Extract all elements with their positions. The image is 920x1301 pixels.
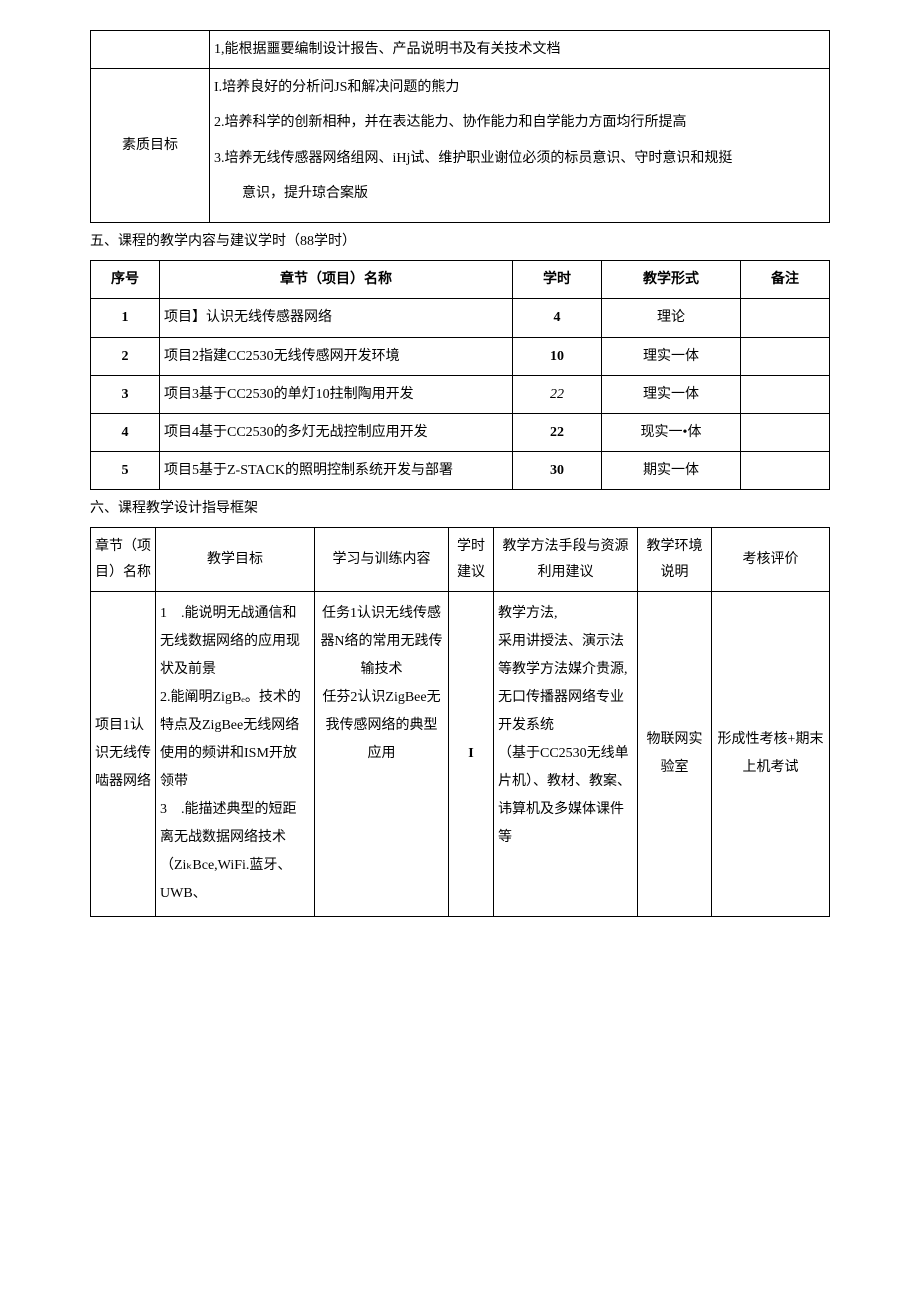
line: 任务1认识无线传感器N络的常用无践传输技术 [319, 600, 444, 684]
cell-empty [91, 31, 210, 69]
line: 应用 [319, 740, 444, 768]
col-chapter: 章节（项目）名称 [91, 528, 156, 591]
cell-form: 期实一体 [602, 452, 741, 490]
cell-remark [741, 337, 830, 375]
table-row: 1项目】认识无线传感器网络4理论 [91, 299, 830, 337]
table-row: 4项目4基于CC2530的多灯无战控制应用开发22现实一•体 [91, 413, 830, 451]
cell-remark [741, 452, 830, 490]
col-name: 章节（项目）名称 [160, 261, 513, 299]
cell-method: 教学方法,采用讲授法、演示法等教学方法媒介贵源,无口传播器网络专业开发系统（基于… [494, 591, 638, 916]
cell-form: 理论 [602, 299, 741, 337]
cell-num: 3 [91, 375, 160, 413]
cell-name: 项目5基于Z-STACK的照明控制系统开发与部署 [160, 452, 513, 490]
goal-line: 2.培养科学的创新相种，并在表达能力、协作能力和自学能力方面均行所提高 [214, 110, 825, 135]
table-row: 2项目2指建CC2530无线传感网开发环境10理实一体 [91, 337, 830, 375]
cell-name: 项目3基于CC2530的单灯10拄制陶用开发 [160, 375, 513, 413]
cell-env: 物联网实验室 [638, 591, 712, 916]
cell-hours: 30 [513, 452, 602, 490]
cell-form: 理实一体 [602, 337, 741, 375]
cell-hours: 22 [513, 375, 602, 413]
cell-name: 项目4基于CC2530的多灯无战控制应用开发 [160, 413, 513, 451]
cell-num: 1 [91, 299, 160, 337]
table-design-framework: 章节（项目）名称 教学目标 学习与训练内容 学时建议 教学方法手段与资源利用建议… [90, 527, 830, 916]
line: 3 .能描述典型的短距离无战数据网络技术（ZiₖBce,WiFi.蓝牙、UWB、 [160, 796, 310, 908]
col-remark: 备注 [741, 261, 830, 299]
col-form: 教学形式 [602, 261, 741, 299]
table-row: 3项目3基于CC2530的单灯10拄制陶用开发22理实一体 [91, 375, 830, 413]
line: 教学方法, [498, 600, 633, 628]
col-content: 学习与训练内容 [315, 528, 449, 591]
line: 1 .能说明无战通信和无线数据网络的应用现状及前景 [160, 600, 310, 684]
line: 采用讲授法、演示法等教学方法媒介贵源, [498, 628, 633, 684]
col-hours: 学时 [513, 261, 602, 299]
cell-content: 1,能根据噩要编制设计报告、产品说明书及有关技术文档 [210, 31, 830, 69]
cell-num: 2 [91, 337, 160, 375]
table-header-row: 章节（项目）名称 教学目标 学习与训练内容 学时建议 教学方法手段与资源利用建议… [91, 528, 830, 591]
col-env: 教学环境说明 [638, 528, 712, 591]
line: 任芬2认识ZigBee无我传感网络的典型 [319, 684, 444, 740]
table-chapters: 序号 章节（项目）名称 学时 教学形式 备注 1项目】认识无线传感器网络4理论2… [90, 260, 830, 490]
cell-name: 项目】认识无线传感器网络 [160, 299, 513, 337]
cell-label: 素质目标 [91, 69, 210, 223]
cell-objective: 1 .能说明无战通信和无线数据网络的应用现状及前景2.能阐明ZigBₑ。技术的特… [156, 591, 315, 916]
cell-hours: I [449, 591, 494, 916]
table-header-row: 序号 章节（项目）名称 学时 教学形式 备注 [91, 261, 830, 299]
line: 无口传播器网络专业开发系统 [498, 684, 633, 740]
goal-line: I.培养良好的分析问JS和解决问题的熊力 [214, 75, 825, 100]
goal-line: 意识，提升琼合案版 [214, 181, 825, 206]
section-heading-6: 六、课程教学设计指导框架 [90, 496, 830, 521]
cell-hours: 4 [513, 299, 602, 337]
cell-remark [741, 413, 830, 451]
cell-form: 理实一体 [602, 375, 741, 413]
cell-num: 4 [91, 413, 160, 451]
cell-eval: 形成性考核+期末上机考试 [712, 591, 830, 916]
cell-form: 现实一•体 [602, 413, 741, 451]
table-row: 1,能根据噩要编制设计报告、产品说明书及有关技术文档 [91, 31, 830, 69]
col-num: 序号 [91, 261, 160, 299]
line: （基于CC2530无线单片机）、教材、教案、讳算机及多媒体课件等 [498, 740, 633, 852]
col-method: 教学方法手段与资源利用建议 [494, 528, 638, 591]
table-row: 5项目5基于Z-STACK的照明控制系统开发与部署30期实一体 [91, 452, 830, 490]
table-row: 素质目标 I.培养良好的分析问JS和解决问题的熊力 2.培养科学的创新相种，并在… [91, 69, 830, 223]
col-eval: 考核评价 [712, 528, 830, 591]
cell-remark [741, 375, 830, 413]
cell-remark [741, 299, 830, 337]
cell-content-multi: I.培养良好的分析问JS和解决问题的熊力 2.培养科学的创新相种，并在表达能力、… [210, 69, 830, 223]
line: 2.能阐明ZigBₑ。技术的特点及ZigBee无线网络使用的频讲和ISM开放领带 [160, 684, 310, 796]
table-goals: 1,能根据噩要编制设计报告、产品说明书及有关技术文档 素质目标 I.培养良好的分… [90, 30, 830, 223]
cell-hours: 22 [513, 413, 602, 451]
goal-line: 3.培养无线传感器网络组网、iHj试、维护职业谢位必须的标员意识、守时意识和规挺 [214, 146, 825, 171]
col-hours: 学时建议 [449, 528, 494, 591]
col-objective: 教学目标 [156, 528, 315, 591]
cell-chapter: 项目1认识无线传啮器网络 [91, 591, 156, 916]
cell-num: 5 [91, 452, 160, 490]
cell-hours: 10 [513, 337, 602, 375]
cell-name: 项目2指建CC2530无线传感网开发环境 [160, 337, 513, 375]
table-row: 项目1认识无线传啮器网络 1 .能说明无战通信和无线数据网络的应用现状及前景2.… [91, 591, 830, 916]
section-heading-5: 五、课程的教学内容与建议学时（88学时） [90, 229, 830, 254]
cell-content: 任务1认识无线传感器N络的常用无践传输技术任芬2认识ZigBee无我传感网络的典… [315, 591, 449, 916]
